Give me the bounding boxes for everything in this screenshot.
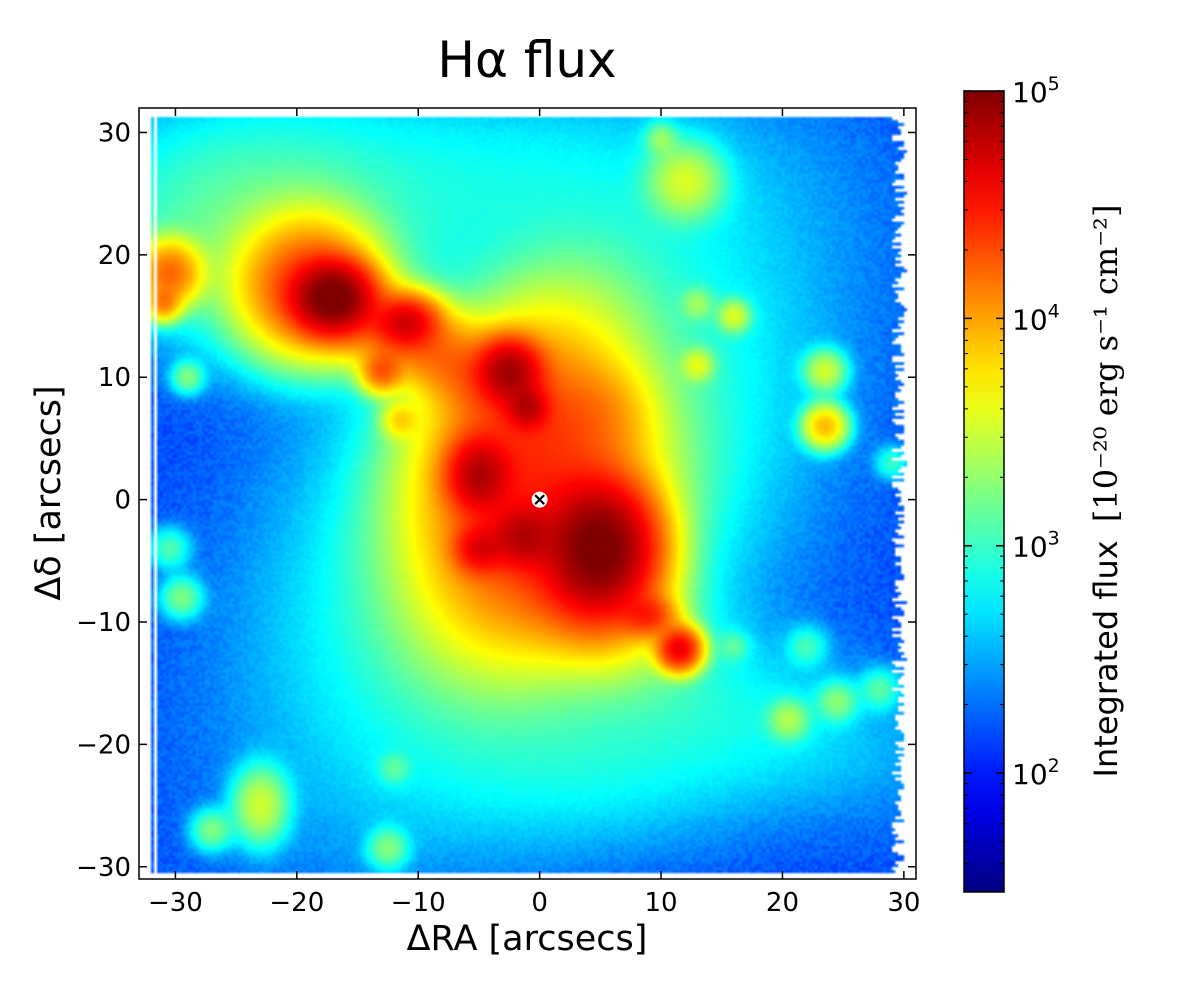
colorbar-tick-exponent: 5 [1048,73,1060,95]
colorbar-tick-exponent: 4 [1048,300,1060,322]
center-marker-stroke [534,494,545,505]
x-axis-ticks: −30 −20 −10 0 10 20 30 [148,108,920,918]
colorbar-tick-exponent: 2 [1048,755,1060,777]
colorbar-label-text: Integrated flux [1087,540,1125,777]
y-tick-label: 30 [98,118,131,148]
x-tick-label: −30 [148,888,203,918]
colorbar-tick-label: 103 [1012,528,1060,564]
colorbar-tick-exponent: 3 [1048,528,1060,550]
y-axis-label: Δδ [arcsecs] [29,385,69,600]
x-tick-label: −20 [269,888,324,918]
colorbar-tick-label: 102 [1012,755,1060,791]
colorbar-label-units: [10⁻²⁰ erg s⁻¹ cm⁻²] [1087,205,1125,523]
chart-title: Hα flux [437,31,616,89]
colorbar-tick-label: 104 [1012,300,1060,336]
colorbar-tick-base: 10 [1012,758,1048,791]
x-tick-label: 10 [645,888,678,918]
plot-area: −30 −20 −10 0 10 20 30 −30 −20 −10 0 10 20 30 [76,107,920,918]
center-marker-cross [534,494,545,505]
colorbar-tick-base: 10 [1012,303,1048,336]
plot-frame [138,107,917,880]
y-tick-label: 20 [98,241,131,271]
y-tick-label: 0 [114,486,131,516]
colorbar-label: Integrated flux [10⁻²⁰ erg s⁻¹ cm⁻²] [1087,205,1125,778]
colorbar-tick-base: 10 [1012,76,1048,109]
h-alpha-flux-map [139,108,916,879]
y-tick-label: −20 [76,730,131,760]
colorbar-tick-base: 10 [1012,531,1048,564]
x-tick-label: 30 [887,888,920,918]
y-axis-ticks: −30 −20 −10 0 10 20 30 [76,118,916,883]
y-tick-label: −10 [76,608,131,638]
colorbar-gradient [963,90,1005,893]
colorbar-tick-label: 105 [1012,73,1060,109]
x-axis-label: ΔRA [arcsecs] [407,919,648,959]
y-tick-label: 10 [98,363,131,393]
x-tick-label: 20 [766,888,799,918]
x-tick-label: −10 [391,888,446,918]
y-tick-label: −30 [76,853,131,883]
x-tick-label: 0 [531,888,548,918]
